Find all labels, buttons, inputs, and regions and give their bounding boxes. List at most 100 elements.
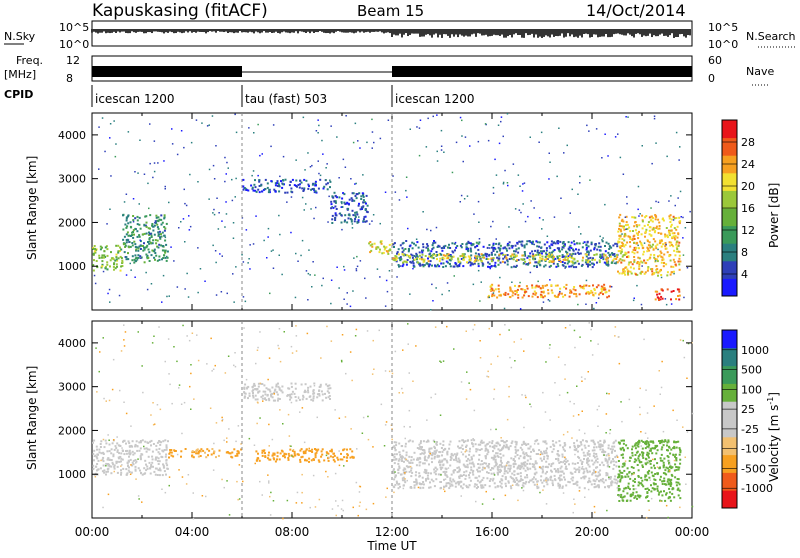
power-pixel (655, 265, 657, 267)
power-pixel (578, 263, 580, 265)
velocity-pixel (479, 481, 481, 483)
velocity-pixel (431, 461, 433, 463)
velocity-pixel (263, 391, 265, 393)
power-pixel (592, 263, 594, 265)
power-noise-pixel (338, 177, 340, 179)
power-noise-pixel (671, 303, 673, 305)
power-noise-pixel (587, 241, 589, 243)
power-pixel (583, 287, 585, 289)
velocity-pixel (137, 445, 139, 447)
power-pixel (626, 256, 628, 258)
velocity-pixel (490, 478, 492, 480)
power-pixel (487, 247, 489, 249)
power-pixel (640, 272, 642, 274)
power-noise-pixel (134, 277, 136, 279)
power-noise-pixel (104, 151, 106, 153)
velocity-pixel (415, 479, 417, 481)
velocity-pixel (233, 448, 235, 450)
velocity-pixel (588, 478, 590, 480)
velocity-pixel (180, 450, 182, 452)
velocity-pixel (113, 454, 115, 456)
power-pixel (541, 256, 543, 258)
power-pixel (678, 299, 680, 301)
power-pixel (665, 263, 667, 265)
power-pixel (569, 292, 571, 294)
velocity-pixel (578, 471, 580, 473)
velocity-pixel (133, 460, 135, 462)
power-pixel (578, 249, 580, 251)
velocity-pixel (92, 465, 94, 467)
velocity-pixel (270, 395, 272, 397)
power-pixel (348, 203, 350, 205)
velocity-pixel (613, 464, 615, 466)
velocity-pixel (120, 469, 122, 471)
power-noise-pixel (352, 223, 354, 225)
velocity-pixel (450, 441, 452, 443)
power-pixel (677, 295, 679, 297)
power-pixel (454, 249, 456, 251)
power-pixel (383, 252, 385, 254)
power-ytick-label: 4000 (58, 129, 86, 142)
power-pixel (598, 246, 600, 248)
velocity-noise-pixel (152, 402, 154, 404)
power-noise-pixel (478, 141, 480, 143)
power-pixel (419, 264, 421, 266)
velocity-pixel (102, 452, 104, 454)
power-pixel (491, 260, 493, 262)
power-noise-pixel (431, 284, 433, 286)
power-pixel (363, 216, 365, 218)
power-pixel (285, 179, 287, 181)
power-pixel (422, 250, 424, 252)
velocity-pixel (535, 478, 537, 480)
velocity-pixel (641, 480, 643, 482)
power-pixel (604, 262, 606, 264)
velocity-pixel (408, 462, 410, 464)
velocity-noise-pixel (177, 454, 179, 456)
power-noise-pixel (441, 146, 443, 148)
power-pixel (105, 267, 107, 269)
velocity-pixel (588, 450, 590, 452)
velocity-pixel (213, 450, 215, 452)
velocity-pixel (579, 487, 581, 489)
velocity-pixel (605, 458, 607, 460)
velocity-pixel (257, 398, 259, 400)
power-pixel (539, 264, 541, 266)
power-pixel (596, 262, 598, 264)
power-pixel (656, 268, 658, 270)
power-pixel (579, 243, 581, 245)
power-pixel (678, 261, 680, 263)
velocity-pixel (530, 451, 532, 453)
velocity-pixel (414, 487, 416, 489)
power-noise-pixel (604, 134, 606, 136)
power-pixel (667, 251, 669, 253)
power-noise-pixel (356, 268, 358, 270)
power-noise-pixel (460, 201, 462, 203)
power-pixel (596, 286, 598, 288)
velocity-pixel (244, 384, 246, 386)
power-pixel (645, 215, 647, 217)
velocity-pixel (525, 465, 527, 467)
velocity-pixel (648, 457, 650, 459)
power-pixel (626, 242, 628, 244)
power-pixel (623, 260, 625, 262)
power-noise-pixel (490, 268, 492, 270)
power-noise-pixel (392, 175, 394, 177)
velocity-pixel (644, 442, 646, 444)
velocity-pixel (496, 463, 498, 465)
velocity-pixel (607, 460, 609, 462)
velocity-pixel (415, 474, 417, 476)
power-pixel (518, 247, 520, 249)
power-pixel (623, 227, 625, 229)
power-pixel (498, 288, 500, 290)
power-noise-pixel (110, 123, 112, 125)
power-noise-pixel (563, 247, 565, 249)
velocity-pixel (600, 479, 602, 481)
power-pixel (128, 246, 130, 248)
velocity-pixel (636, 498, 638, 500)
velocity-pixel (527, 455, 529, 457)
velocity-pixel (469, 450, 471, 452)
velocity-pixel (561, 487, 563, 489)
power-noise-pixel (154, 162, 156, 164)
power-noise-pixel (634, 298, 636, 300)
power-noise-pixel (503, 182, 505, 184)
